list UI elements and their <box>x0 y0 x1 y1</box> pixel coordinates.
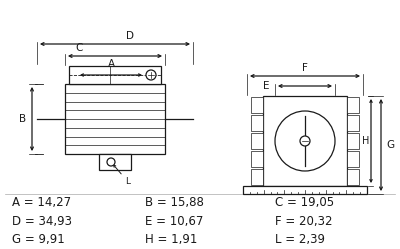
Text: A = 14,27: A = 14,27 <box>12 195 71 208</box>
Text: B: B <box>19 114 26 124</box>
Text: C: C <box>75 43 83 53</box>
Bar <box>251 151 263 167</box>
Bar <box>99 154 131 170</box>
Bar <box>347 151 359 167</box>
Bar <box>251 133 263 149</box>
Text: E: E <box>262 81 269 91</box>
Bar <box>347 133 359 149</box>
Bar <box>69 66 161 84</box>
Bar <box>347 169 359 185</box>
Text: D = 34,93: D = 34,93 <box>12 214 72 228</box>
Bar <box>347 97 359 113</box>
Circle shape <box>275 111 335 171</box>
Text: A: A <box>108 59 114 69</box>
Text: C = 19,05: C = 19,05 <box>275 195 334 208</box>
Text: L: L <box>125 177 130 186</box>
Text: H = 1,91: H = 1,91 <box>145 233 197 246</box>
Bar <box>251 97 263 113</box>
Bar <box>243 186 367 194</box>
Text: G: G <box>386 140 394 150</box>
Bar <box>251 115 263 131</box>
Bar <box>251 169 263 185</box>
Circle shape <box>300 136 310 146</box>
Text: E = 10,67: E = 10,67 <box>145 214 203 228</box>
Text: G = 9,91: G = 9,91 <box>12 233 65 246</box>
Text: D: D <box>126 31 134 41</box>
Text: H: H <box>362 136 369 146</box>
Text: B = 15,88: B = 15,88 <box>145 195 204 208</box>
Text: F = 20,32: F = 20,32 <box>275 214 332 228</box>
Circle shape <box>107 158 115 166</box>
Bar <box>347 115 359 131</box>
Circle shape <box>146 70 156 80</box>
Text: L = 2,39: L = 2,39 <box>275 233 325 246</box>
Bar <box>65 84 165 154</box>
Text: F: F <box>302 63 308 73</box>
Bar <box>263 96 347 186</box>
